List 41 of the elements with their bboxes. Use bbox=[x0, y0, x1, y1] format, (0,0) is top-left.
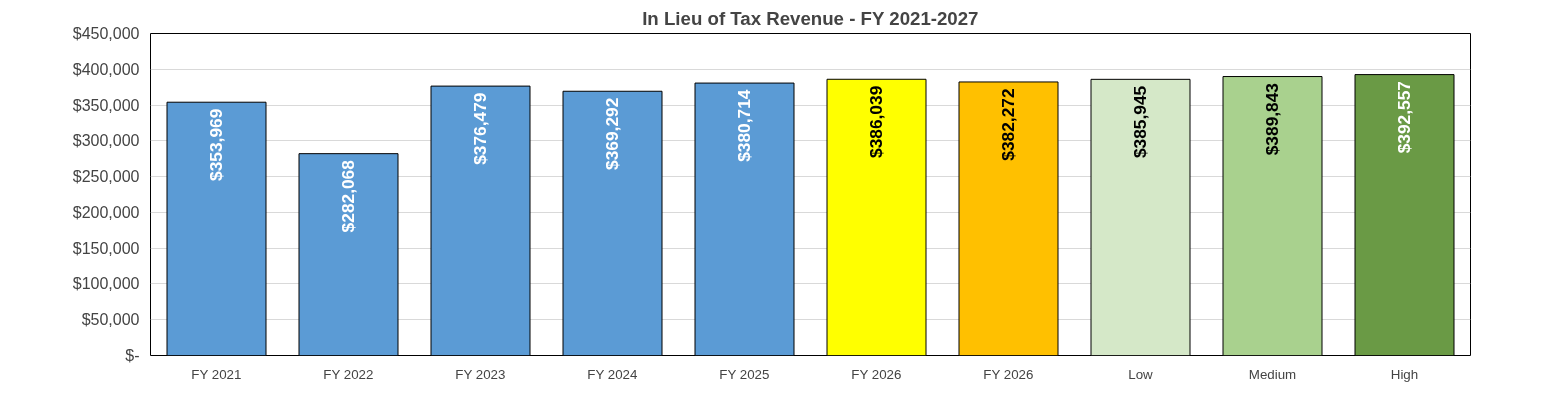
y-tick-label: $200,000 bbox=[72, 203, 140, 221]
bar bbox=[562, 90, 663, 356]
bar bbox=[298, 153, 399, 356]
bar bbox=[826, 78, 927, 356]
y-tick-label: $300,000 bbox=[72, 132, 140, 150]
y-tick-label: $50,000 bbox=[81, 311, 140, 329]
data-label: $382,272 bbox=[998, 88, 1019, 161]
bar bbox=[166, 101, 267, 356]
bar bbox=[1354, 74, 1455, 356]
y-tick-label: $250,000 bbox=[72, 168, 140, 186]
x-tick-label: Low bbox=[1128, 366, 1154, 382]
y-tick-label: $400,000 bbox=[72, 60, 140, 78]
x-tick-label: Medium bbox=[1248, 366, 1297, 382]
data-label: $386,039 bbox=[866, 85, 887, 158]
bar bbox=[430, 85, 531, 356]
x-tick-label: FY 2024 bbox=[587, 366, 639, 382]
x-tick-label: FY 2025 bbox=[719, 366, 770, 382]
x-tick-label: FY 2021 bbox=[191, 366, 242, 382]
y-tick-label: $350,000 bbox=[72, 96, 140, 114]
data-label: $380,714 bbox=[734, 89, 755, 162]
bar bbox=[694, 82, 795, 356]
data-label: $353,969 bbox=[206, 108, 227, 181]
data-label: $385,945 bbox=[1130, 85, 1151, 159]
x-tick-label: FY 2023 bbox=[455, 366, 506, 382]
x-tick-label: High bbox=[1390, 366, 1419, 382]
bar bbox=[958, 81, 1059, 356]
y-tick-label: $450,000 bbox=[72, 25, 140, 42]
bar bbox=[1222, 76, 1323, 356]
chart-title: In Lieu of Tax Revenue - FY 2021-2027 bbox=[642, 7, 979, 29]
data-label: $369,292 bbox=[602, 97, 623, 170]
x-tick-label: FY 2022 bbox=[323, 366, 374, 382]
x-tick-label: FY 2026 bbox=[851, 366, 902, 382]
data-label: $376,479 bbox=[470, 92, 491, 165]
data-label: $389,843 bbox=[1262, 82, 1283, 156]
data-label: $282,068 bbox=[338, 159, 359, 233]
y-tick-label: $150,000 bbox=[72, 239, 140, 257]
y-tick-label: $100,000 bbox=[72, 275, 140, 293]
x-tick-label: FY 2026 bbox=[983, 366, 1034, 382]
data-label: $392,557 bbox=[1394, 81, 1415, 154]
bar bbox=[1090, 78, 1191, 356]
y-tick-label: $- bbox=[125, 347, 140, 364]
